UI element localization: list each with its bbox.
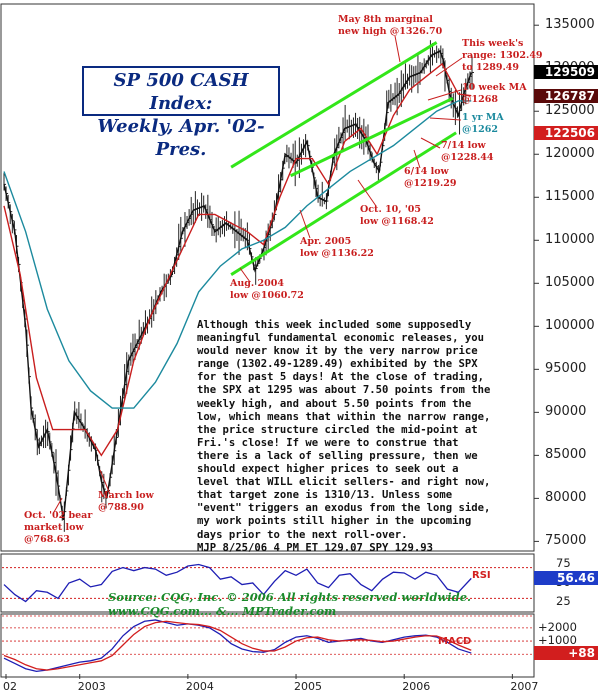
annotation-label: Oct. 10, '05 low @1168.42: [360, 204, 434, 227]
annotation-leader: [420, 137, 441, 149]
annotation-leader: [299, 209, 311, 239]
x-tick-label: 02: [3, 680, 17, 693]
annotation-leader: [99, 469, 111, 495]
commentary-text: Although this week included some suppose…: [197, 319, 492, 555]
y-tick-label: 105000: [545, 275, 595, 291]
annotation-label: May 8th marginal new high @1326.70: [338, 14, 443, 37]
x-tick-label: 2007: [510, 680, 539, 693]
x-tick-label: 2004: [185, 680, 214, 693]
y-tick-label: 115000: [545, 189, 595, 205]
annotation-label: March low @788.90: [98, 490, 154, 513]
annotation-label: Apr. 2005 low @1136.22: [300, 236, 374, 259]
series-price: [3, 50, 472, 520]
price-frame: [0, 3, 535, 552]
y-tick-label: 85000: [545, 447, 587, 463]
y-tick-label: 95000: [545, 361, 587, 377]
series-10-week-ma: [3, 62, 472, 457]
series-1-yr-ma: [3, 100, 472, 409]
annotation-label: 10 week MA @1268: [462, 82, 527, 105]
source-line-1: Source: CQG, Inc. © 2006 All rights rese…: [108, 590, 472, 604]
macd-panel: [2, 615, 534, 673]
price-panel: [3, 24, 539, 679]
commentary-signature: MJP 8/25/06 4 PM ET 129.07 SPY 129.93: [197, 541, 433, 554]
annotation-label: Oct. '02 bear market low @768.63: [24, 510, 93, 545]
annotation-label: Aug. 2004 low @1060.72: [230, 278, 304, 301]
y-tick-label: 110000: [545, 232, 595, 248]
rsi-value-tag: 56.46: [534, 571, 598, 586]
annotation-leader: [435, 57, 463, 77]
x-tick-label: 2005: [294, 680, 323, 693]
rsi-tick-label: 75: [556, 555, 571, 570]
macd-tick-label: +1000: [538, 633, 577, 648]
macd-tick-label: +2000: [538, 619, 577, 634]
y-tick-label: 135000: [545, 17, 595, 33]
price-tag: 122506: [534, 125, 598, 140]
source-credit: Source: CQG, Inc. © 2006 All rights rese…: [108, 590, 471, 618]
chart-title: SP 500 CASH Index:: [113, 70, 249, 114]
rsi-tick-label: 25: [556, 594, 571, 609]
chart-title-box: SP 500 CASH Index: Weekly, Apr. '02-Pres…: [82, 66, 280, 160]
series-channel-mid: [289, 96, 454, 178]
rsi-line: [3, 563, 472, 603]
series-channel-upper: [230, 41, 438, 169]
source-line-2: www.CQG.com... &... MPTrader.com: [108, 604, 337, 618]
annotation-label: 1 yr MA @1262: [462, 112, 504, 135]
macd-frame: [0, 613, 535, 678]
price-tag: 126787: [534, 88, 598, 103]
annotation-label: 6/14 low @1219.29: [404, 166, 457, 189]
rsi-panel: [2, 563, 534, 603]
y-tick-label: 120000: [545, 146, 595, 162]
price-tag: 129509: [534, 65, 598, 80]
macd-label: MACD: [438, 636, 472, 647]
macd-signal-line: [3, 620, 472, 671]
chart-subtitle: Weekly, Apr. '02-Pres.: [97, 116, 265, 160]
y-tick-label: 100000: [545, 318, 595, 334]
annotation-label: This week's range: 1302.49 to 1289.49: [462, 38, 543, 73]
y-tick-label: 75000: [545, 533, 587, 549]
annotation-leader: [357, 179, 377, 207]
y-tick-label: 80000: [545, 490, 587, 506]
y-tick-label: 125000: [545, 103, 595, 119]
annotation-leader: [429, 117, 462, 121]
x-tick-label: 2006: [402, 680, 431, 693]
x-tick-label: 2003: [77, 680, 106, 693]
commentary-body: Although this week included some suppose…: [197, 319, 491, 541]
annotation-leader: [394, 35, 401, 63]
macd-macd-line: [3, 619, 472, 673]
annotation-label: 7/14 low @1228.44: [441, 140, 494, 163]
rsi-label: RSI: [472, 570, 491, 581]
y-tick-label: 90000: [545, 404, 587, 420]
annotation-leader: [53, 497, 63, 513]
annotation-leader: [427, 89, 462, 101]
macd-value-tag: +88: [534, 646, 598, 661]
annotation-leader: [413, 149, 421, 169]
series-channel-lower: [230, 131, 457, 276]
annotation-leader: [239, 267, 251, 283]
